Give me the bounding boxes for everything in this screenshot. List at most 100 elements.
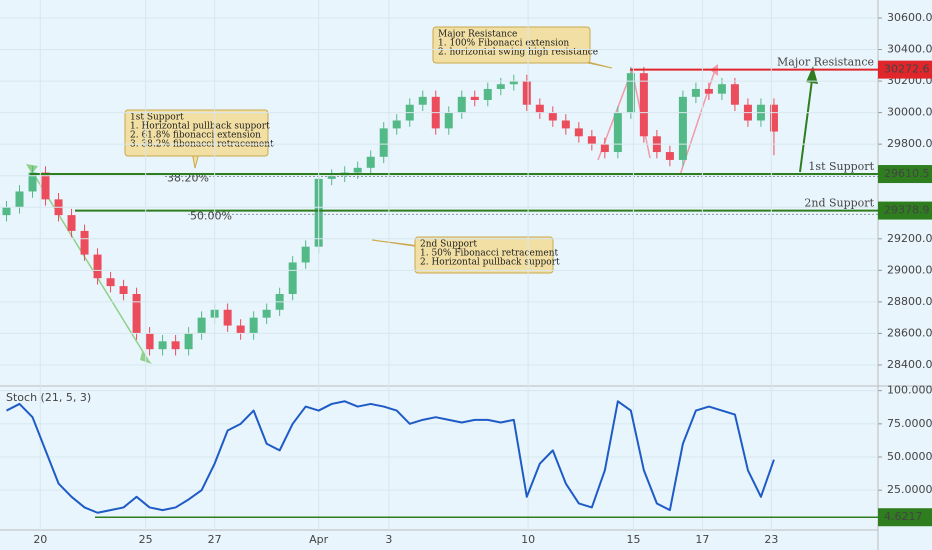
- y-tick-label: 29800.0: [887, 137, 932, 150]
- price-label: 4.6217: [884, 510, 923, 523]
- y-tick-label: 30400.0: [887, 43, 932, 56]
- y-tick-label: 28800.0: [887, 295, 932, 308]
- candle-body: [444, 112, 453, 129]
- price-label: 29610.5: [884, 167, 930, 180]
- callout-line: 2. horizontal swing high resistance: [438, 48, 598, 58]
- candle-body: [561, 120, 570, 129]
- price-label: 29378.9: [884, 204, 930, 217]
- x-tick-label: 15: [626, 533, 640, 546]
- callout-line: 2. 61.8% fibonacci extension: [130, 131, 261, 141]
- candle-body: [158, 341, 167, 350]
- candle-body: [223, 309, 232, 326]
- candle-body: [392, 120, 401, 129]
- y-tick-label: 29000.0: [887, 263, 932, 276]
- candle-body: [15, 191, 24, 208]
- y-tick-label: 30000.0: [887, 106, 932, 119]
- candle-body: [236, 325, 245, 334]
- level-name: 1st Support: [808, 160, 874, 173]
- candle-body: [2, 207, 11, 216]
- callout-box: [432, 26, 591, 64]
- candle-body: [184, 333, 193, 350]
- candle-body: [548, 112, 557, 121]
- candle-body: [119, 286, 128, 294]
- y-tick-label: 50.0000: [887, 450, 932, 463]
- x-tick-label: 27: [208, 533, 222, 546]
- fib-swing-line: [29, 167, 149, 361]
- candle-body: [522, 81, 531, 105]
- candle-body: [769, 104, 778, 132]
- candle-body: [483, 88, 492, 100]
- pane-title: Stoch (21, 5, 3): [6, 391, 91, 404]
- candle-body: [470, 96, 479, 100]
- candle-body: [587, 136, 596, 145]
- callout-line: 1. Horizontal pullback support: [130, 122, 270, 132]
- arrow-head: [806, 66, 818, 84]
- callout-line: 1. 50% Fibonacci retracement: [420, 249, 559, 259]
- level-name: Major Resistance: [777, 56, 874, 69]
- candle-body: [639, 73, 648, 137]
- candle-body: [106, 278, 115, 287]
- x-tick-label: Apr: [309, 533, 329, 546]
- x-tick-label: 20: [33, 533, 47, 546]
- candle-body: [600, 144, 609, 153]
- x-tick-label: 3: [385, 533, 392, 546]
- callout-title: 1st Support: [130, 113, 184, 123]
- arrow-head: [26, 164, 38, 174]
- candle-body: [665, 152, 674, 160]
- stoch-line: [6, 400, 775, 514]
- x-tick-label: 23: [764, 533, 778, 546]
- price-label: 30272.6: [884, 63, 930, 76]
- candle-body: [626, 73, 635, 113]
- projection-arrow: [799, 79, 813, 173]
- candle-body: [301, 246, 310, 263]
- candle-body: [28, 172, 37, 192]
- callout-line: 2. Horizontal pullback support: [420, 258, 560, 268]
- y-tick-label: 28600.0: [887, 326, 932, 339]
- candle-body: [613, 112, 622, 153]
- x-tick-label: 25: [139, 533, 153, 546]
- candle-body: [41, 172, 50, 200]
- candle-body: [496, 84, 505, 89]
- candle-body: [509, 81, 518, 85]
- callout-title: 2nd Support: [420, 240, 477, 250]
- candle-body: [80, 230, 89, 255]
- candle-body: [730, 84, 739, 105]
- candle-body: [678, 96, 687, 160]
- candle-body: [704, 88, 713, 94]
- candle-body: [327, 175, 336, 179]
- callout-title: Major Resistance: [438, 30, 517, 40]
- y-tick-label: 28400.0: [887, 358, 932, 371]
- candle-body: [535, 104, 544, 113]
- candle-body: [197, 317, 206, 334]
- candle-body: [132, 293, 141, 334]
- price-label-bg: [878, 60, 932, 79]
- candle-body: [262, 309, 271, 318]
- callout-box: [414, 236, 554, 274]
- candle-body: [366, 156, 375, 168]
- y-tick-label: 100.0000: [887, 384, 932, 397]
- candle-body: [691, 88, 700, 97]
- fib-label: 50.00%: [190, 209, 232, 222]
- price-label-bg: [878, 508, 932, 527]
- candle-body: [93, 254, 102, 279]
- candle-body: [171, 341, 180, 350]
- price-label-bg: [878, 201, 932, 220]
- price-label-bg: [878, 165, 932, 184]
- candle-body: [145, 333, 154, 350]
- x-tick-label: 10: [521, 533, 535, 546]
- candle-body: [67, 215, 76, 231]
- level-name: 2nd Support: [804, 197, 874, 210]
- candle-body: [288, 262, 297, 294]
- candle-body: [353, 167, 362, 173]
- candle-body: [249, 317, 258, 334]
- y-tick-label: 29200.0: [887, 232, 932, 245]
- y-tick-label: 75.0000: [887, 417, 932, 430]
- candle-body: [379, 128, 388, 157]
- y-tick-label: 25.0000: [887, 483, 932, 496]
- candle-body: [418, 96, 427, 105]
- candle-body: [574, 128, 583, 137]
- candle-body: [717, 84, 726, 94]
- candle-body: [457, 96, 466, 113]
- y-tick-label: 30600.0: [887, 11, 932, 24]
- x-tick-label: 17: [695, 533, 709, 546]
